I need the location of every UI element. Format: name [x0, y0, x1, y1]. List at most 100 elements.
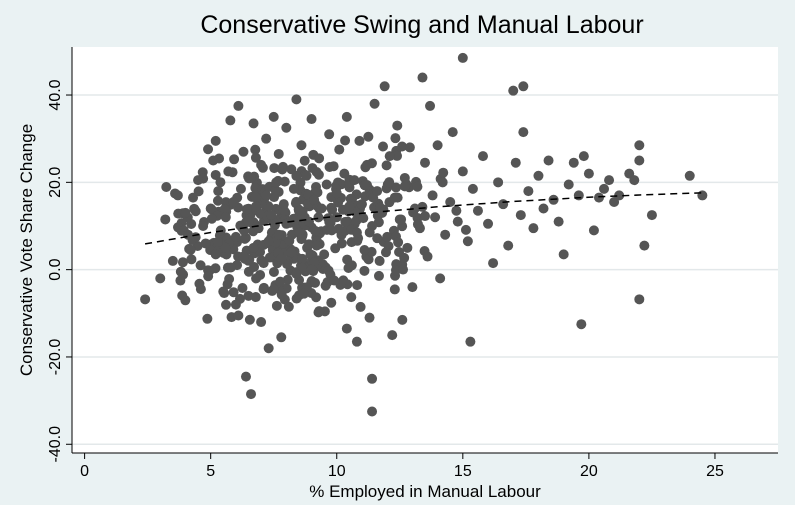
data-point — [568, 157, 579, 168]
data-point — [425, 100, 436, 111]
data-point — [409, 203, 420, 214]
data-point — [210, 135, 221, 146]
data-point — [228, 196, 239, 207]
data-point — [235, 183, 246, 194]
data-point — [261, 190, 272, 201]
data-point — [256, 317, 267, 328]
data-point — [576, 319, 587, 330]
data-point — [346, 292, 357, 303]
data-point — [182, 229, 193, 240]
y-tick-label: -20.0 — [47, 339, 64, 376]
data-point — [324, 216, 335, 227]
data-point — [271, 177, 282, 188]
data-point — [221, 299, 232, 310]
data-point — [310, 225, 321, 236]
data-point — [398, 264, 409, 275]
data-point — [198, 220, 209, 231]
data-point — [311, 240, 322, 251]
x-tick-label: 25 — [706, 463, 724, 480]
data-point — [328, 161, 339, 172]
data-point — [271, 300, 282, 311]
data-point — [220, 212, 231, 223]
data-point — [358, 213, 369, 224]
y-axis-ticks: -40.0 -20.0 0.0 20.0 40.0 — [47, 79, 72, 463]
data-point — [417, 201, 428, 212]
data-point — [305, 249, 316, 260]
data-point — [283, 301, 294, 312]
data-point — [523, 186, 534, 197]
data-point — [261, 133, 272, 144]
data-point — [273, 148, 284, 159]
gridlines — [72, 94, 778, 446]
data-point — [188, 192, 199, 203]
data-point — [253, 223, 264, 234]
data-point — [210, 263, 221, 274]
data-point — [629, 175, 640, 186]
data-point — [297, 253, 308, 264]
data-point — [634, 140, 645, 151]
data-point — [268, 267, 279, 278]
data-point — [241, 204, 252, 215]
data-point — [382, 231, 393, 242]
data-point — [324, 129, 335, 140]
data-point — [528, 223, 539, 234]
data-point — [296, 140, 307, 151]
data-point — [304, 216, 315, 227]
data-point — [451, 205, 462, 216]
data-point — [498, 199, 509, 210]
data-point — [356, 199, 367, 210]
data-point — [404, 142, 415, 153]
data-point — [538, 203, 549, 214]
data-point — [338, 275, 349, 286]
data-point — [420, 157, 430, 168]
data-point — [269, 163, 280, 174]
y-tick-label: -40.0 — [47, 426, 64, 463]
data-point — [306, 264, 317, 275]
data-point — [336, 238, 347, 249]
data-point — [290, 198, 301, 209]
data-point — [391, 182, 402, 193]
data-point — [185, 245, 196, 255]
data-point — [205, 203, 216, 214]
data-point — [417, 72, 428, 83]
data-point — [393, 237, 404, 248]
data-point — [212, 195, 223, 206]
data-point — [583, 168, 594, 179]
data-point — [414, 223, 425, 234]
data-point — [372, 186, 383, 197]
data-point — [291, 94, 302, 105]
data-point — [389, 192, 400, 203]
data-point — [243, 290, 254, 301]
data-point — [310, 277, 321, 288]
data-point — [291, 269, 302, 280]
data-point — [200, 238, 211, 249]
x-axis-ticks: 0 5 10 15 20 25 — [80, 453, 724, 480]
data-point — [363, 131, 374, 142]
data-point — [326, 297, 337, 308]
data-point — [313, 212, 324, 223]
data-point — [363, 254, 374, 265]
data-point — [299, 155, 310, 166]
data-point — [359, 245, 370, 255]
data-point — [359, 180, 370, 191]
data-point — [510, 157, 521, 168]
data-point — [276, 289, 287, 300]
data-point — [604, 175, 615, 186]
data-point — [380, 247, 391, 258]
data-point — [367, 373, 378, 384]
data-point — [220, 242, 231, 253]
chart-title: Conservative Swing and Manual Labour — [200, 11, 643, 39]
data-point — [202, 313, 213, 324]
data-point — [457, 52, 468, 63]
data-point — [316, 203, 327, 214]
data-point — [298, 288, 309, 299]
x-tick-label: 10 — [328, 463, 346, 480]
data-point — [543, 155, 554, 166]
data-point — [195, 260, 206, 271]
data-point — [394, 214, 405, 225]
data-point — [155, 273, 166, 284]
data-point — [250, 152, 261, 163]
data-point — [345, 193, 356, 204]
data-point — [329, 275, 340, 286]
